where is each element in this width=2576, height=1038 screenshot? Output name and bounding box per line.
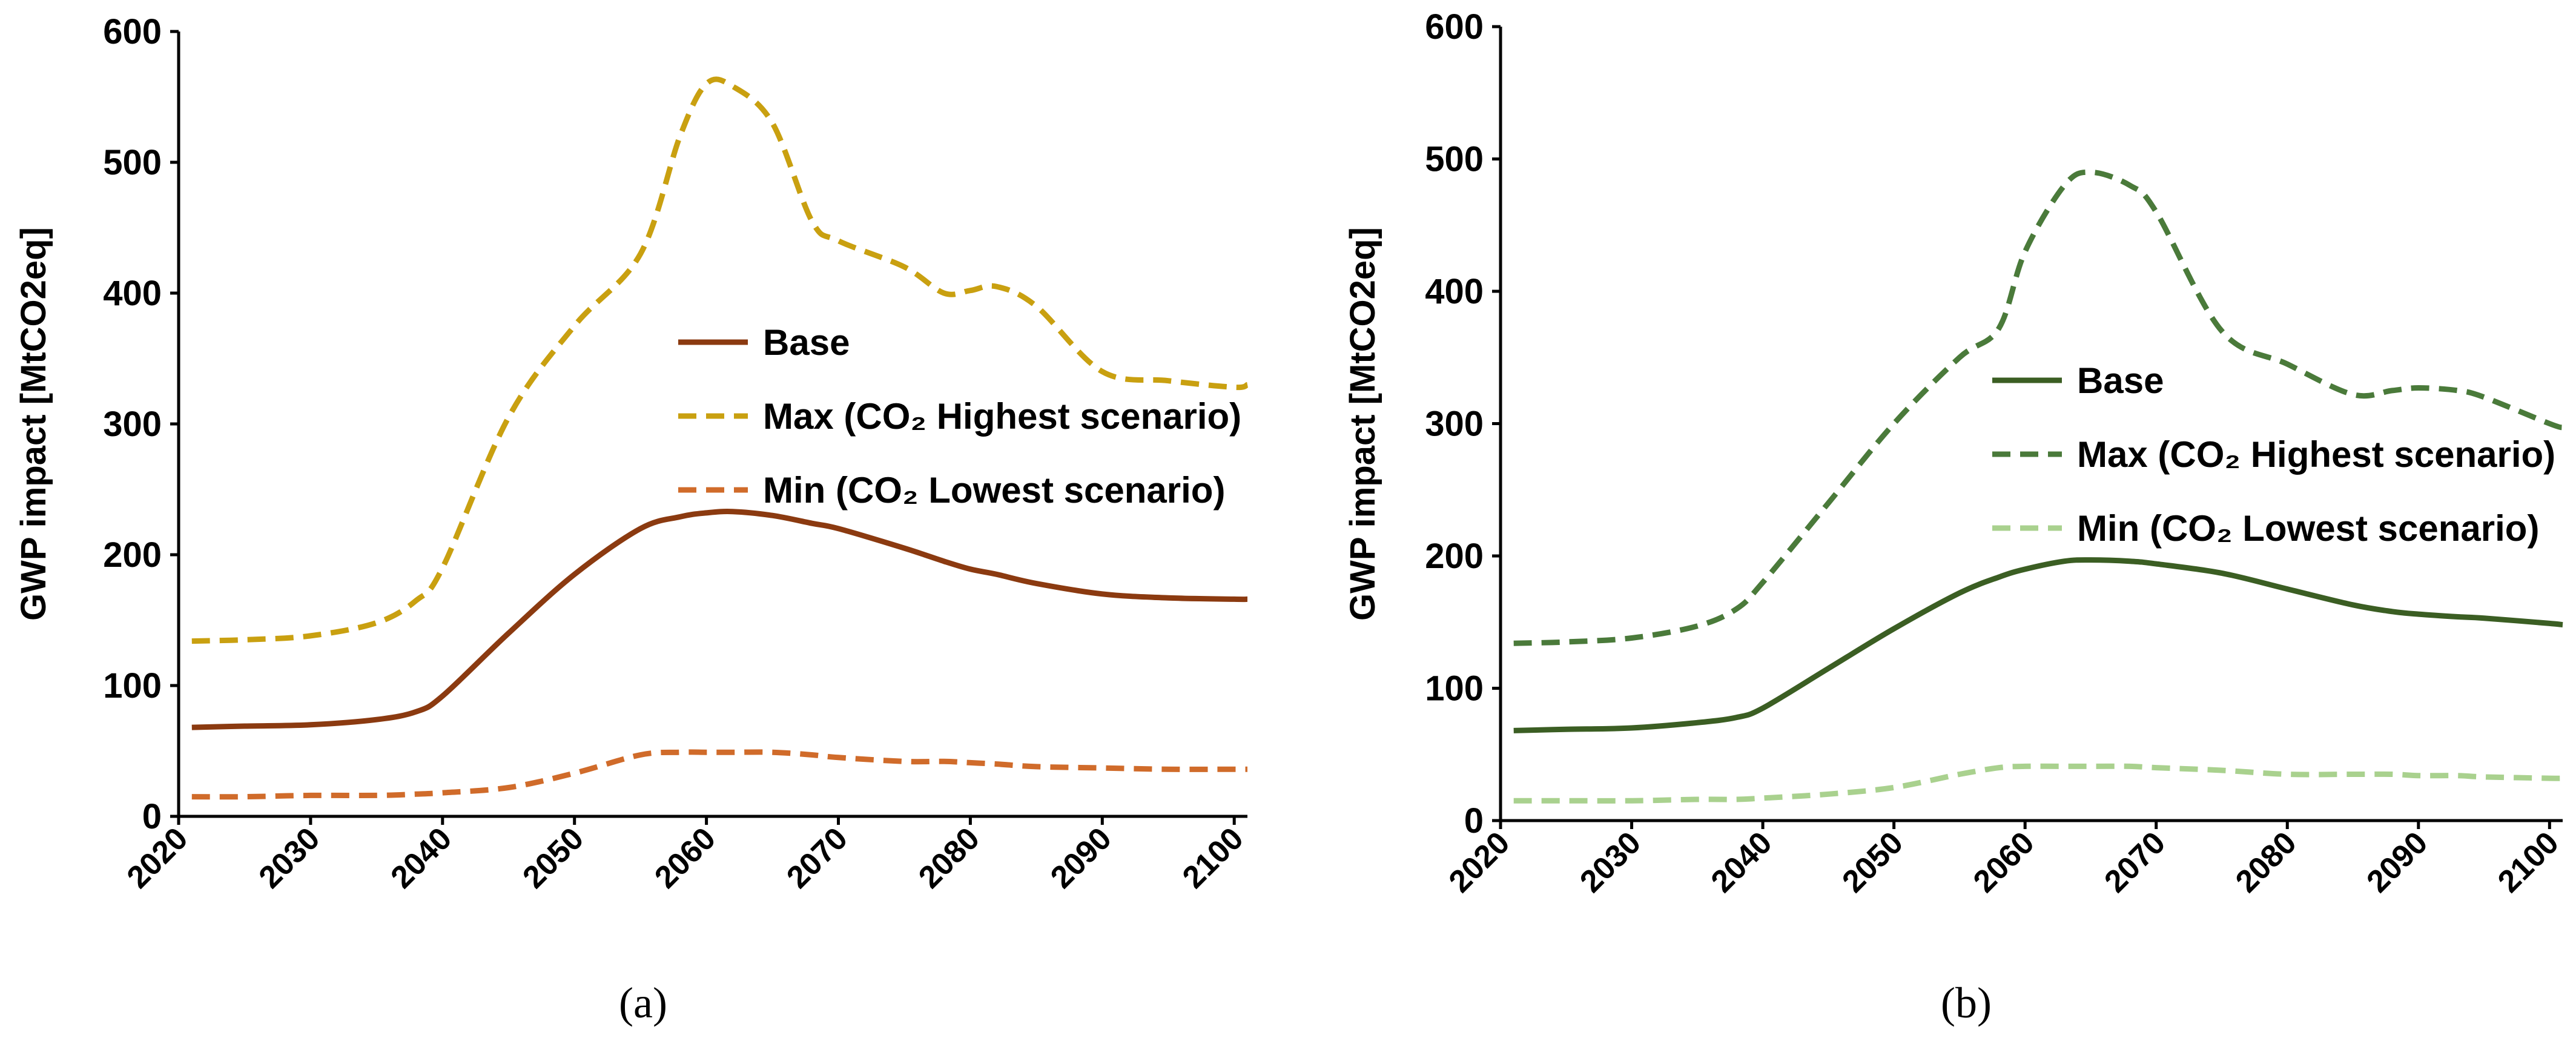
- series-layer-a: [191, 76, 1249, 800]
- y-tick-label-a: 400: [103, 274, 162, 313]
- panel-label-a: (a): [619, 979, 667, 1027]
- legend-label-a-1: Max (CO₂ Highest scenario): [763, 396, 1241, 437]
- legend-label-b-1: Max (CO₂ Highest scenario): [2077, 434, 2555, 475]
- series-line-b-1: [1513, 169, 2564, 646]
- legend-label-b-2: Min (CO₂ Lowest scenario): [2077, 508, 2539, 549]
- y-tick-label-a: 500: [103, 143, 162, 182]
- y-tick-label-a: 200: [103, 535, 162, 575]
- legend-label-a-2: Min (CO₂ Lowest scenario): [763, 470, 1225, 511]
- series-line-a-2: [191, 749, 1247, 800]
- y-tick-label-a: 600: [103, 12, 162, 51]
- y-tick-label-b: 500: [1425, 140, 1484, 179]
- panel-label-b: (b): [1941, 979, 1992, 1027]
- legend-a: Base Max (CO₂ Highest scenario) Min (CO₂ L…: [678, 322, 1241, 511]
- series-layer-b: [1513, 169, 2564, 804]
- series-line-b-0: [1513, 557, 2563, 733]
- y-tick-label-b: 600: [1425, 7, 1484, 47]
- y-axis-label-b: GWP impact [MtCO2eq]: [1343, 227, 1382, 621]
- legend-label-b-0: Base: [2077, 360, 2164, 401]
- y-tick-label-b: 100: [1425, 669, 1484, 709]
- series-line-a-1: [191, 76, 1249, 644]
- series-line-b-2: [1513, 763, 2563, 804]
- y-tick-label-b: 300: [1425, 405, 1484, 444]
- legend-b: Base Max (CO₂ Highest scenario) Min (CO₂ L…: [1992, 360, 2555, 549]
- y-axis-label-a: GWP impact [MtCO2eq]: [14, 227, 53, 621]
- legend-label-a-0: Base: [763, 322, 850, 363]
- y-tick-label-a: 0: [142, 797, 162, 836]
- y-tick-label-a: 100: [103, 666, 162, 706]
- series-line-a-0: [191, 509, 1248, 730]
- y-tick-label-b: 0: [1464, 801, 1484, 841]
- y-tick-label-a: 300: [103, 405, 162, 444]
- y-tick-label-b: 400: [1425, 272, 1484, 311]
- y-tick-label-b: 200: [1425, 537, 1484, 576]
